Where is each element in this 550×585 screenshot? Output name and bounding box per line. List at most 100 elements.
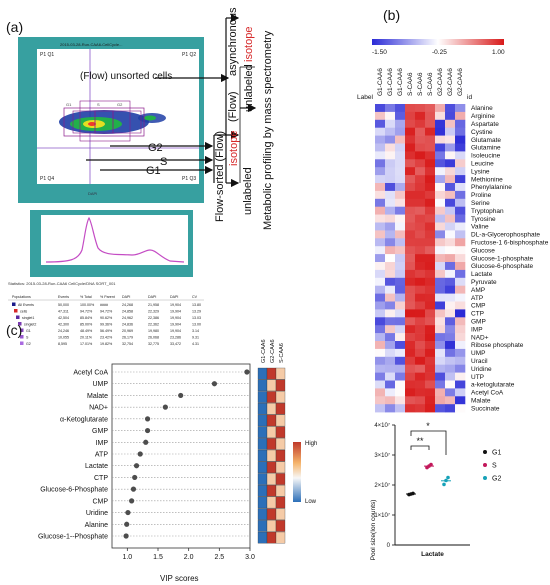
heatmap-cell — [445, 301, 456, 310]
heatmap-cell — [415, 301, 426, 310]
heatmap-cell — [405, 190, 416, 200]
heatmap-cell — [435, 222, 446, 231]
vip-category-label: Glucose-1--Phosphate — [38, 534, 108, 541]
heatmap-cell — [455, 135, 466, 144]
vip-heat-cell — [257, 402, 268, 415]
panel-label-b: (b) — [383, 7, 400, 23]
heatmap-cell — [385, 190, 396, 200]
heatmap-cell — [455, 333, 466, 342]
pool-x-category: Lactate — [421, 551, 444, 558]
heatmap-cell — [375, 183, 386, 192]
svg-text:DAPI: DAPI — [88, 191, 97, 196]
stats-cell: 26,068 — [148, 336, 159, 340]
stats-cell: 32,775 — [148, 342, 159, 346]
heatmap-cell — [375, 333, 386, 342]
vip-heat-cell — [266, 426, 277, 438]
stats-cell: 19.82% — [100, 342, 113, 346]
heatmap-cell — [405, 175, 416, 184]
unlabeled-label-bottom: unlabeled — [242, 167, 254, 215]
heatmap-cell — [425, 372, 436, 381]
heatmap-cell — [415, 388, 426, 397]
heatmap-cell — [435, 135, 446, 144]
heatmap-cell — [395, 277, 406, 286]
heatmap-cell — [435, 230, 446, 239]
vip-column-label: G1-CAA6 — [261, 339, 267, 363]
vip-heat-cell — [275, 402, 286, 415]
heatmap-cell — [405, 404, 416, 413]
phase-label-g1: G1 — [146, 165, 161, 177]
heatmap-cell — [425, 396, 436, 405]
heatmap-cell — [425, 348, 436, 358]
heatmap-cell — [415, 277, 426, 286]
heatmap-cell — [395, 364, 406, 373]
heatmap-cell — [445, 127, 456, 136]
heatmap-row-label: Acetyl CoA — [471, 390, 504, 397]
heatmap-cell — [425, 206, 436, 215]
heatmap-cell — [405, 325, 416, 334]
heatmap-row-label: DL-a-Glycerophosphate — [471, 232, 540, 239]
flow-cytometry-plot: 2015-03-28-Run-CAA6-CellCycle... P1 Q1 P… — [18, 37, 204, 203]
stats-cell: 3.14 — [192, 329, 199, 333]
svg-text:G2: G2 — [117, 102, 123, 107]
heatmap-cell — [375, 293, 386, 302]
heatmap-row-label: Glutamate — [471, 137, 501, 144]
heatmap-cell — [415, 333, 426, 342]
stats-row-swatch — [20, 335, 24, 339]
vip-heat-cell — [257, 461, 268, 474]
heatmap-cell — [395, 238, 406, 247]
heatmap-row-label: Glutamine — [471, 145, 501, 152]
stats-cell: 21,958 — [148, 303, 159, 307]
heatmap-cell — [455, 309, 466, 318]
vip-category-label: CTP — [94, 475, 108, 482]
vip-plot-frame — [111, 363, 251, 549]
heatmap-cell — [445, 198, 456, 207]
scale-mid: -0.25 — [432, 49, 447, 56]
heatmap-cell — [455, 127, 466, 136]
heatmap-cell — [445, 167, 456, 176]
heatmap-cell — [395, 380, 406, 389]
heatmap-cell — [455, 348, 466, 358]
unlabeled-label-top: unlabeled — [243, 64, 255, 112]
vip-x-tick-label: 3.0 — [245, 554, 255, 561]
heatmap-cell — [405, 135, 416, 144]
vip-heat-cell — [275, 531, 286, 544]
heatmap-cell — [415, 285, 426, 294]
vip-legend-gradient — [293, 442, 301, 502]
heatmap-row-label: Methionine — [471, 176, 503, 183]
heatmap-cell — [415, 222, 426, 231]
vip-category-label: Glucose-6-Phosphate — [40, 487, 108, 494]
heatmap-cell — [435, 380, 446, 389]
stats-cell: 48.49% — [80, 329, 93, 333]
vip-point — [137, 451, 143, 457]
heatmap-cell — [405, 127, 416, 136]
heatmap-cell — [385, 380, 396, 389]
heatmap-cell — [425, 159, 436, 168]
stats-cell: 24,858 — [122, 310, 133, 314]
vip-category-label: Lactate — [85, 463, 108, 470]
heatmap-cell — [435, 167, 446, 176]
heatmap-cell — [445, 348, 456, 358]
heatmap-row-label: Pyruvate — [471, 279, 497, 286]
heatmap-cell — [405, 285, 416, 294]
panel-label-c: (c) — [6, 322, 22, 338]
heatmap-cell — [405, 333, 416, 342]
heatmap-cell — [445, 396, 456, 405]
heatmap-cell — [405, 246, 416, 255]
heatmap-cell — [435, 262, 446, 271]
heatmap-cell — [445, 404, 456, 413]
heatmap-cell — [395, 341, 406, 350]
stats-cell: 19,904 — [170, 323, 181, 327]
heatmap-cell — [405, 348, 416, 358]
heatmap-row-label: Glucose — [471, 247, 495, 254]
heatmap-cell — [395, 301, 406, 310]
heatmap-cell — [425, 143, 436, 152]
heatmap-cell — [415, 317, 426, 326]
stats-header-cell: DAPI — [148, 295, 156, 299]
heatmap-cell — [445, 111, 456, 121]
heatmap-cell — [425, 277, 436, 286]
heatmap-cell — [375, 230, 386, 239]
heatmap-cell — [395, 333, 406, 342]
heatmap-cell — [375, 222, 386, 231]
vip-heat-cell — [257, 391, 268, 403]
stats-cell: 42,300 — [58, 323, 69, 327]
